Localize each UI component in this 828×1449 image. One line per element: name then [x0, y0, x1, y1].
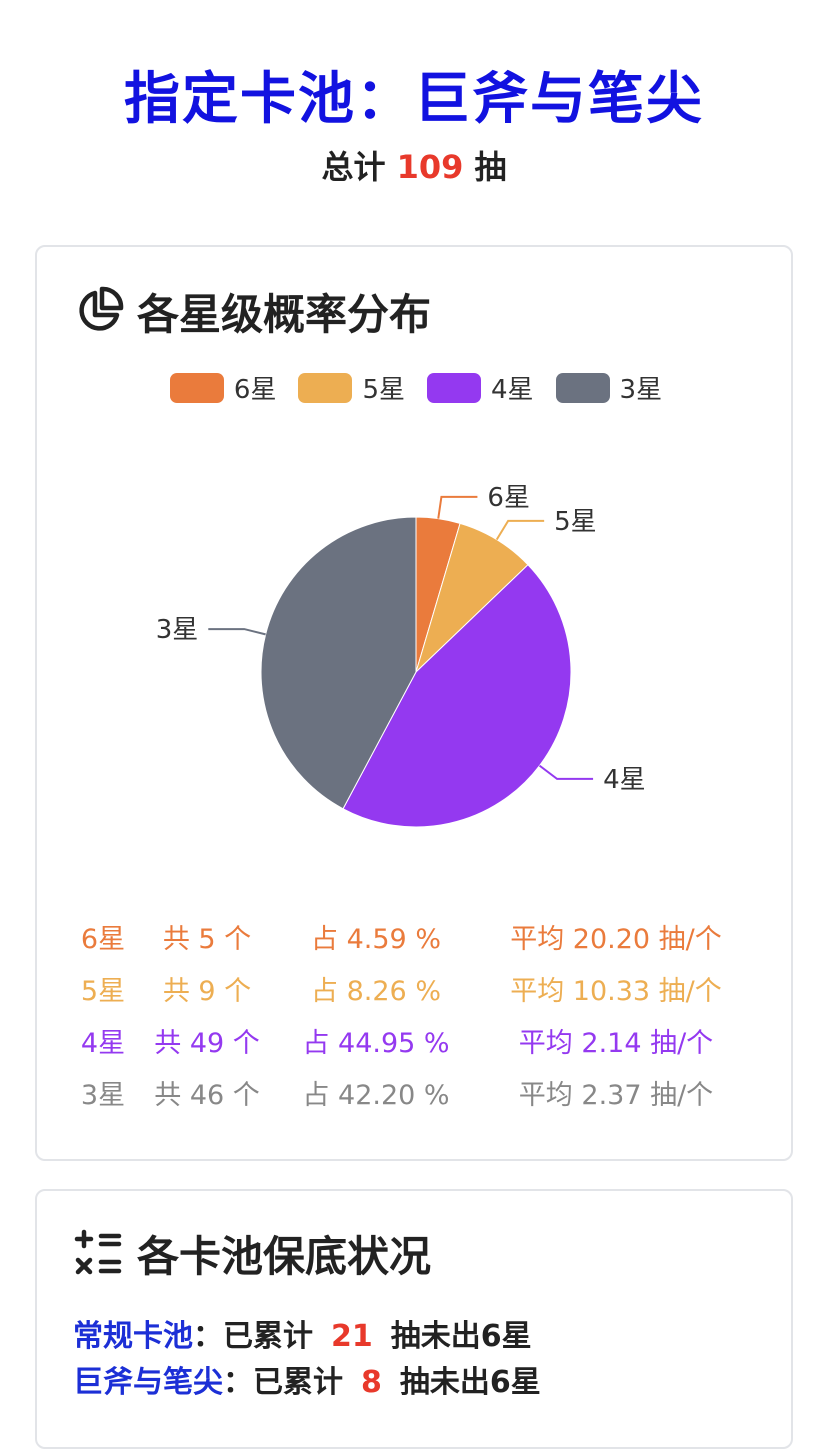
stat-star: 3星	[80, 1080, 126, 1111]
star-distribution-pie-chart: 6星 5星 4星 3星	[156, 483, 646, 828]
calculator-icon	[74, 1229, 122, 1275]
pie-leader-line-0	[437, 495, 478, 519]
legend-item-6star[interactable]: 6星	[169, 369, 277, 406]
pie-leader-line-2	[538, 764, 594, 780]
stat-percent: 占 42.20 %	[302, 1080, 450, 1111]
stat-count: 共 9 个	[162, 976, 252, 1007]
stat-percent: 占 8.26 %	[311, 976, 441, 1007]
pie-slice-label-3: 3星	[156, 615, 199, 645]
pity-count: 21	[331, 1319, 373, 1354]
legend-label: 3星	[619, 375, 663, 405]
stat-star: 5星	[80, 976, 126, 1007]
legend-item-4star[interactable]: 4星	[427, 369, 534, 406]
pity-count: 8	[361, 1365, 382, 1400]
stat-count: 共 46 个	[154, 1080, 260, 1111]
distribution-card: 各星级概率分布 6星 5星 4星 3星 6星 5星 4星 3星 6星 共 5 个 占 …	[35, 245, 793, 1161]
pity-suffix: 抽未出6星	[399, 1365, 541, 1400]
stats-row-4star: 4星 共 49 个 占 44.95 % 平均 2.14 抽/个	[37, 1021, 795, 1073]
pity-row-standard: 常规卡池：已累计 21 抽未出6星	[73, 1311, 532, 1355]
stat-star: 4星	[80, 1028, 126, 1059]
legend-label: 4星	[491, 375, 534, 405]
legend-swatch	[427, 372, 481, 403]
pity-sep: ：已累计	[223, 1365, 343, 1400]
legend-item-5star[interactable]: 5星	[298, 369, 405, 406]
pity-row-limited: 巨斧与笔尖：已累计 8 抽未出6星	[73, 1357, 541, 1401]
pie-slice-2[interactable]	[342, 564, 572, 828]
total-suffix: 抽	[474, 148, 507, 186]
stat-average: 平均 10.33 抽/个	[510, 976, 722, 1007]
chart-legend: 6星 5星 4星 3星	[37, 369, 795, 406]
stats-row-5star: 5星 共 9 个 占 8.26 % 平均 10.33 抽/个	[37, 969, 795, 1021]
pie-leader-line-3	[208, 628, 266, 636]
pity-card-header: 各卡池保底状况	[73, 1225, 431, 1281]
pool-name[interactable]: 巨斧与笔尖	[73, 1365, 223, 1400]
stats-table: 6星 共 5 个 占 4.59 % 平均 20.20 抽/个 5星 共 9 个 …	[37, 917, 795, 1125]
pity-sep: ：已累计	[193, 1319, 313, 1354]
pity-card-title: 各卡池保底状况	[137, 1231, 432, 1281]
stat-average: 平均 2.37 抽/个	[518, 1080, 714, 1111]
stat-percent: 占 4.59 %	[311, 924, 441, 955]
pie-chart-icon	[79, 286, 124, 331]
legend-item-3star[interactable]: 3星	[555, 369, 663, 406]
page-title: 指定卡池：巨斧与笔尖	[124, 67, 704, 132]
legend-swatch	[555, 372, 610, 403]
legend-swatch	[169, 372, 224, 403]
stat-star: 6星	[80, 924, 126, 955]
stats-row-3star: 3星 共 46 个 占 42.20 % 平均 2.37 抽/个	[37, 1073, 795, 1125]
pool-name[interactable]: 常规卡池	[73, 1319, 193, 1354]
stat-percent: 占 44.95 %	[302, 1028, 450, 1059]
pie-slice-label-1: 5星	[554, 507, 597, 537]
pity-suffix: 抽未出6星	[390, 1319, 532, 1354]
distribution-card-title: 各星级概率分布	[137, 289, 432, 339]
legend-swatch	[298, 372, 353, 403]
pie-slice-label-0: 6星	[487, 483, 530, 513]
legend-label: 6星	[233, 375, 277, 405]
distribution-card-header: 各星级概率分布	[73, 283, 431, 339]
stat-average: 平均 20.20 抽/个	[510, 924, 722, 955]
pie-leader-line-1	[495, 519, 545, 541]
total-pulls: 总计 109 抽	[0, 142, 828, 188]
legend-label: 5星	[362, 375, 405, 405]
pie-slice-label-2: 4星	[603, 765, 646, 795]
total-prefix: 总计	[321, 148, 386, 186]
stats-row-6star: 6星 共 5 个 占 4.59 % 平均 20.20 抽/个	[37, 917, 795, 969]
stat-count: 共 5 个	[162, 924, 252, 955]
pity-status-card: 各卡池保底状况 常规卡池：已累计 21 抽未出6星 巨斧与笔尖：已累计 8 抽未出6星	[35, 1189, 793, 1449]
stat-count: 共 49 个	[154, 1028, 260, 1059]
stat-average: 平均 2.14 抽/个	[518, 1028, 714, 1059]
total-count: 109	[396, 148, 464, 186]
